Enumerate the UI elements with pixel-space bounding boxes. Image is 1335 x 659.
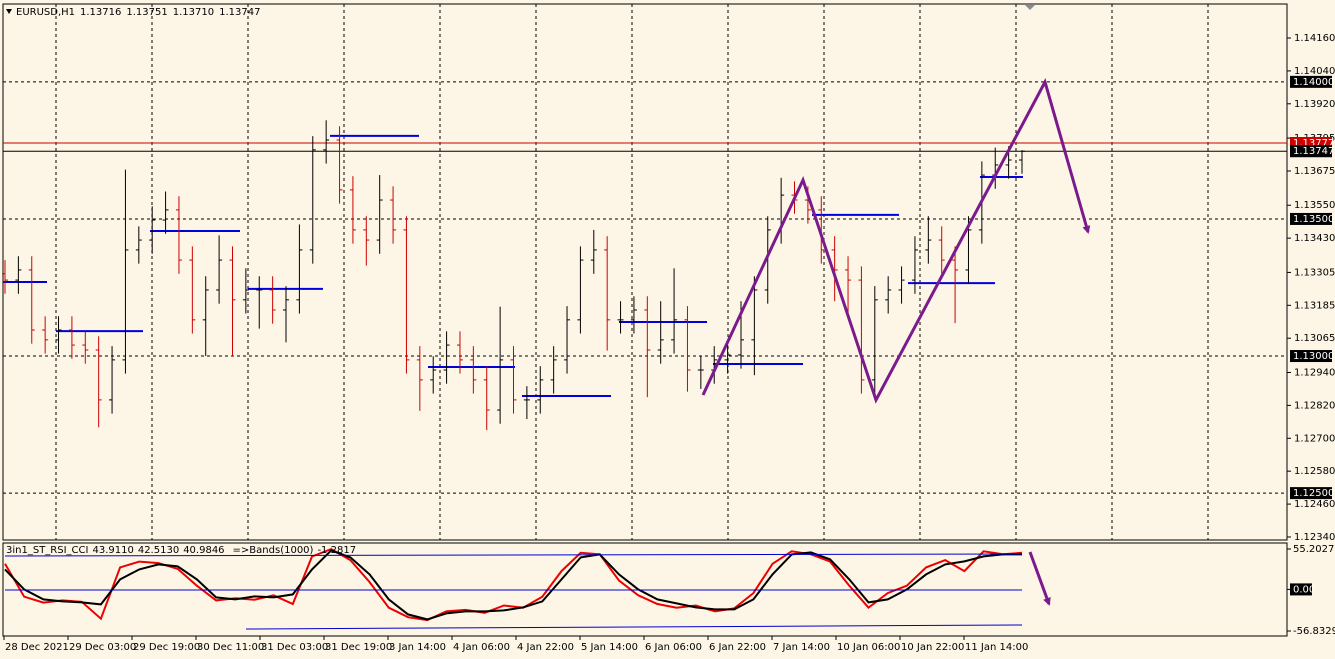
level-label-box [1290,487,1332,500]
shift-marker [1025,5,1035,10]
price-label-box [1290,145,1332,158]
y-tick-label: 1.14160 [1294,33,1335,44]
y-tick-label: 1.12940 [1294,367,1335,378]
level-label: 1.12500 [1293,488,1334,499]
oscillator-arrow [1028,551,1051,606]
price-label: 1.13777 [1293,138,1334,149]
y-tick-label: 1.12700 [1294,433,1335,444]
y-tick-label: 0.00 [1293,584,1315,595]
x-tick-label: 29 Dec 19:00 [133,642,200,653]
y-tick-label: 1.13920 [1294,99,1335,110]
x-tick-label: 28 Dec 2021 [5,642,69,653]
bands-label: =>Bands(1000) [233,545,314,556]
y-tick-label: 1.13065 [1294,333,1335,344]
y-tick-label: 1.12580 [1294,466,1335,477]
level-label-box [1290,212,1332,225]
y-tick-label: 1.13305 [1294,267,1335,278]
level-label-box [1290,75,1332,88]
indicator-value: 40.9846 [183,545,224,556]
indicator-value: 42.5130 [138,545,179,556]
y-tick-label: 1.12460 [1294,499,1335,510]
y-tick-label: 1.12820 [1294,400,1335,411]
indicator-layer: 55.2027 0.00 -56.8329 [4,544,1335,637]
price-label: 1.13747 [1293,146,1334,157]
x-tick-label: 7 Jan 14:00 [773,642,830,653]
symbol: EURUSD,H1 [16,7,75,18]
oscillator-line [4,547,1023,622]
oscillator-line [4,549,1022,621]
x-tick-label: 6 Jan 06:00 [645,642,702,653]
level-label-box [1290,350,1332,363]
bands-value: -1.2817 [317,545,356,556]
chart-header: EURUSD,H1 1.13716 1.13751 1.13710 1.13747 [16,7,260,18]
y-tick-label: 55.2027 [1293,544,1334,555]
band-line [4,553,1023,557]
x-tick-label: 29 Dec 03:00 [69,642,136,653]
indicator-value: 43.9110 [92,545,133,556]
x-tick-label: 10 Jan 06:00 [837,642,900,653]
indicator-name: 3in1_ST_RSI_CCI [6,545,88,556]
x-tick-label: 5 Jan 14:00 [581,642,638,653]
y-tick-label: 1.14040 [1294,66,1335,77]
x-tick-label: 3 Jan 14:00 [389,642,446,653]
header-value: 1.13747 [219,7,260,18]
y-tick-label: -56.8329 [1293,626,1335,637]
wave-arrow [701,78,1091,404]
header-value: 1.13716 [80,7,121,18]
x-tick-label: 11 Jan 14:00 [965,642,1028,653]
x-tick-label: 4 Jan 22:00 [517,642,574,653]
y-tick-label: 1.13185 [1294,300,1335,311]
zero-label-box [1290,583,1312,596]
x-tick-label: 6 Jan 22:00 [709,642,766,653]
x-tick-label: 31 Dec 19:00 [325,642,392,653]
level-label: 1.13500 [1293,214,1334,225]
level-label: 1.14000 [1293,77,1334,88]
x-tick-label: 10 Jan 22:00 [901,642,964,653]
y-tick-label: 1.13550 [1294,200,1335,211]
band-line [245,624,1023,630]
indicator-header: 3in1_ST_RSI_CCI 43.9110 42.5130 40.9846 =>Ba… [6,545,356,556]
level-label: 1.13000 [1293,351,1334,362]
header-value: 1.13710 [173,7,214,18]
y-tick-label: 1.12340 [1294,532,1335,543]
x-tick-label: 30 Dec 11:00 [197,642,264,653]
x-tick-label: 31 Dec 03:00 [261,642,328,653]
menu-triangle [6,9,12,14]
y-tick-label: 1.13675 [1294,166,1335,177]
y-tick-label: 1.13430 [1294,233,1335,244]
x-tick-label: 4 Jan 06:00 [453,642,510,653]
header-value: 1.13751 [126,7,167,18]
